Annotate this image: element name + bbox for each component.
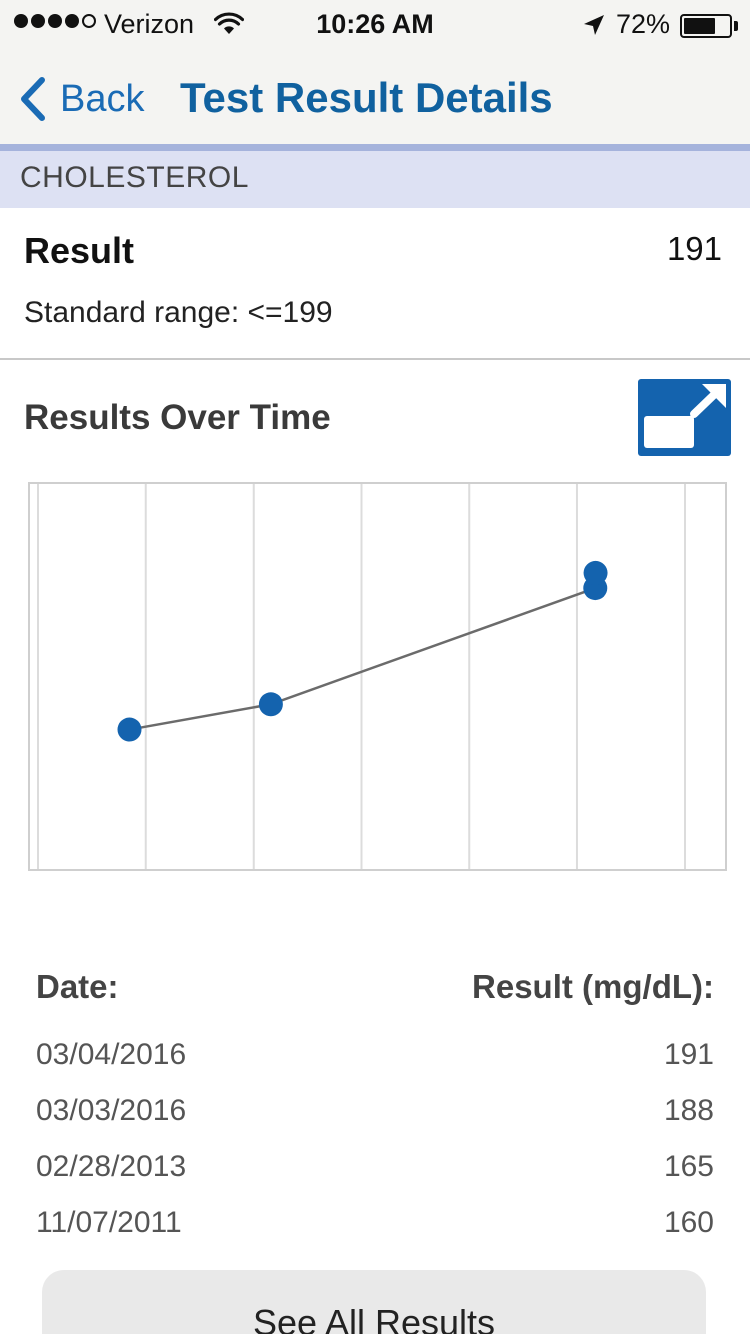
row-value: 191 xyxy=(663,1038,714,1071)
status-bar: Verizon 10:26 AM 72% xyxy=(0,0,750,52)
date-column-header: Date: xyxy=(36,968,119,1005)
chart-data-point xyxy=(258,692,283,717)
battery-tip xyxy=(734,21,738,31)
standard-range: Standard range: <=199 xyxy=(24,296,333,329)
row-date: 03/04/2016 xyxy=(36,1038,187,1071)
table-row: 11/07/2011 160 xyxy=(36,1206,714,1262)
see-all-results-button[interactable]: See All Results xyxy=(42,1270,706,1334)
wifi-icon xyxy=(213,12,245,43)
carrier-name: Verizon xyxy=(104,9,195,39)
chart-data-point xyxy=(117,717,142,742)
expand-icon xyxy=(644,384,726,448)
test-name: CHOLESTEROL xyxy=(20,161,249,194)
row-value: 188 xyxy=(663,1094,714,1127)
table-row: 03/03/2016 188 xyxy=(36,1094,714,1150)
battery-level-fill xyxy=(684,18,715,34)
section-header: CHOLESTEROL xyxy=(0,144,750,208)
table-row: 03/04/2016 191 xyxy=(36,1038,714,1094)
back-label: Back xyxy=(60,77,145,120)
clock: 10:26 AM xyxy=(316,9,434,39)
battery-percentage: 72% xyxy=(616,9,671,39)
row-value: 160 xyxy=(663,1206,714,1239)
result-column-header: Result (mg/dL): xyxy=(472,968,714,1005)
battery-icon xyxy=(680,14,732,38)
row-date: 11/07/2011 xyxy=(36,1206,182,1239)
expand-chart-button[interactable] xyxy=(638,379,731,456)
result-value: 191 xyxy=(666,230,722,267)
back-button[interactable]: Back xyxy=(18,76,144,122)
chevron-left-icon xyxy=(21,77,45,121)
row-date: 02/28/2013 xyxy=(36,1150,187,1183)
chart-frame xyxy=(28,482,727,871)
result-label: Result xyxy=(24,230,135,271)
row-value: 165 xyxy=(663,1150,714,1183)
row-date: 03/03/2016 xyxy=(36,1094,187,1127)
signal-strength-icon xyxy=(14,14,96,28)
results-chart xyxy=(28,482,727,871)
page-title: Test Result Details xyxy=(180,74,553,121)
divider xyxy=(0,358,750,360)
nav-bar: Back Test Result Details xyxy=(0,52,750,144)
chart-data-point xyxy=(583,560,608,585)
table-row: 02/28/2013 165 xyxy=(36,1150,714,1206)
see-all-results-label: See All Results xyxy=(252,1302,496,1334)
location-arrow-icon xyxy=(582,13,606,44)
results-over-time-title: Results Over Time xyxy=(24,398,331,437)
